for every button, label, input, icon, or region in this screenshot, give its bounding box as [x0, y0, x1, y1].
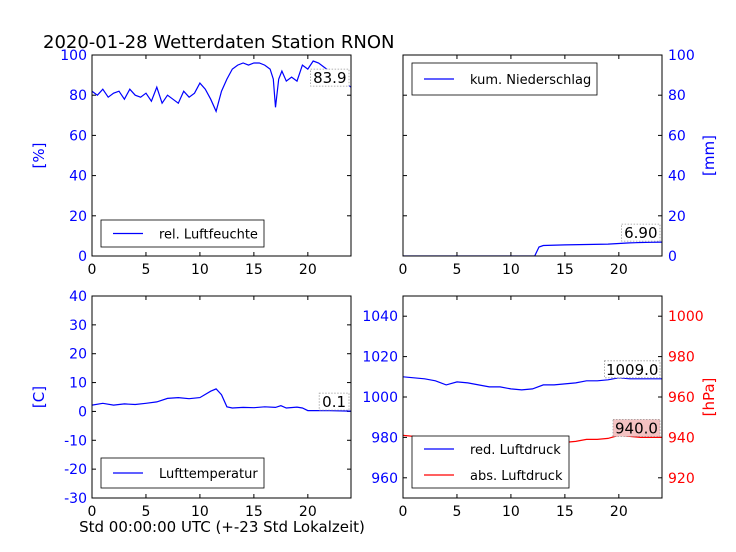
series-line-rel-luftfeuchte — [92, 60, 351, 114]
current-value-label-2: 940.0 — [615, 419, 658, 437]
y-tick-label: 960 — [371, 471, 398, 487]
current-value-label-box — [604, 360, 661, 379]
y-tick-label: 80 — [69, 88, 87, 104]
x-axis-label: Std 00:00:00 UTC (+-23 Std Lokalzeit) — [79, 518, 365, 536]
y-tick-label: 20 — [668, 209, 686, 225]
y-tick-label: 80 — [668, 88, 686, 104]
series-line-lufttemperatur — [92, 388, 351, 412]
x-tick-label: 0 — [399, 262, 408, 278]
x-tick-label: 20 — [299, 262, 317, 278]
y-tick-label: 60 — [668, 128, 686, 144]
current-value-label: 83.9 — [313, 69, 346, 87]
x-tick-label: 0 — [88, 262, 97, 278]
y-tick-label: -30 — [64, 491, 87, 507]
y-tick-label: 0 — [78, 249, 87, 265]
y-axis-label: [hPa] — [700, 378, 718, 417]
x-tick-label: 10 — [191, 504, 209, 520]
current-value-label-box — [318, 392, 350, 411]
y2-tick-label: 980 — [668, 350, 695, 366]
figure-title: 2020-01-28 Wetterdaten Station RNON — [43, 32, 394, 53]
y-axis-label: [%] — [30, 143, 48, 169]
current-value-label-2-box — [612, 418, 661, 437]
plot-frame — [91, 54, 352, 257]
legend-label: rel. Luftfeuchte — [159, 228, 258, 243]
legend-label: red. Luftdruck — [470, 443, 561, 458]
chart-humidity: 0 5 10 15 20 0 20 40 60 80 100 [%] 83.9 rel. Luftfeuc… — [30, 48, 352, 278]
y2-tick-label: 1000 — [668, 309, 704, 325]
chart-precipitation: 0 5 10 15 20 0 20 40 60 80 100 [mm] 6.90 kum. Nieders… — [399, 48, 718, 278]
x-tick-label: 15 — [556, 262, 574, 278]
plot-frame — [402, 295, 663, 499]
y-tick-label: 40 — [668, 169, 686, 185]
plot-frame — [402, 54, 663, 257]
x-tick-label: 0 — [88, 504, 97, 520]
x-tick-label: 5 — [141, 504, 150, 520]
current-value-label: 6.90 — [624, 224, 657, 242]
x-tick-label: 15 — [245, 262, 263, 278]
x-tick-label: 5 — [141, 262, 150, 278]
y-tick-label: 10 — [69, 376, 87, 392]
y-tick-label: 1000 — [362, 390, 398, 406]
x-tick-label: 20 — [610, 504, 628, 520]
y-tick-label: 20 — [69, 209, 87, 225]
legend-label: Lufttemperatur — [159, 467, 258, 482]
y-tick-label: 40 — [69, 289, 87, 305]
x-tick-label: 10 — [502, 504, 520, 520]
y2-tick-label: 960 — [668, 390, 695, 406]
y-tick-label: 20 — [69, 347, 87, 363]
series-line-kum-niederschlag — [403, 241, 662, 256]
y-tick-label: 100 — [60, 48, 87, 64]
y-tick-label: 40 — [69, 169, 87, 185]
y-axis-label: [C] — [30, 386, 48, 408]
x-tick-label: 10 — [502, 262, 520, 278]
y-tick-label: 0 — [78, 404, 87, 420]
chart-temperature: 0 5 10 15 20 -30 -20 -10 0 10 20 30 40 [C] 0.1 Lufttemp… — [30, 289, 352, 520]
current-value-label: 0.1 — [322, 393, 346, 411]
legend-box — [411, 435, 570, 489]
y-tick-label: 1040 — [362, 309, 398, 325]
plot-frame — [91, 295, 352, 499]
current-value-label-box — [621, 223, 661, 242]
x-tick-label: 15 — [556, 504, 574, 520]
y-tick-label: 980 — [371, 430, 398, 446]
x-tick-label: 20 — [299, 504, 317, 520]
y-tick-label: -10 — [64, 433, 87, 449]
legend-label: kum. Niederschlag — [470, 73, 591, 88]
y-axis-label: [mm] — [700, 135, 718, 176]
y-tick-label: 0 — [668, 249, 677, 265]
y-tick-label: 100 — [668, 48, 695, 64]
y2-tick-label: 920 — [668, 471, 695, 487]
x-tick-label: 5 — [452, 504, 461, 520]
legend-label: abs. Luftdruck — [470, 469, 563, 484]
current-value-label-box — [310, 68, 350, 87]
y-tick-label: 30 — [69, 318, 87, 334]
y-tick-label: 1020 — [362, 350, 398, 366]
y2-tick-label: 940 — [668, 430, 695, 446]
x-tick-label: 0 — [399, 504, 408, 520]
x-tick-label: 15 — [245, 504, 263, 520]
x-tick-label: 10 — [191, 262, 209, 278]
y-tick-label: 60 — [69, 128, 87, 144]
x-tick-label: 5 — [452, 262, 461, 278]
current-value-label: 1009.0 — [606, 361, 659, 379]
y-tick-label: -20 — [64, 462, 87, 478]
x-tick-label: 20 — [610, 262, 628, 278]
chart-pressure: 0 5 10 15 20 960 980 1000 1020 1040 920 940 960 980 10… — [362, 295, 718, 520]
